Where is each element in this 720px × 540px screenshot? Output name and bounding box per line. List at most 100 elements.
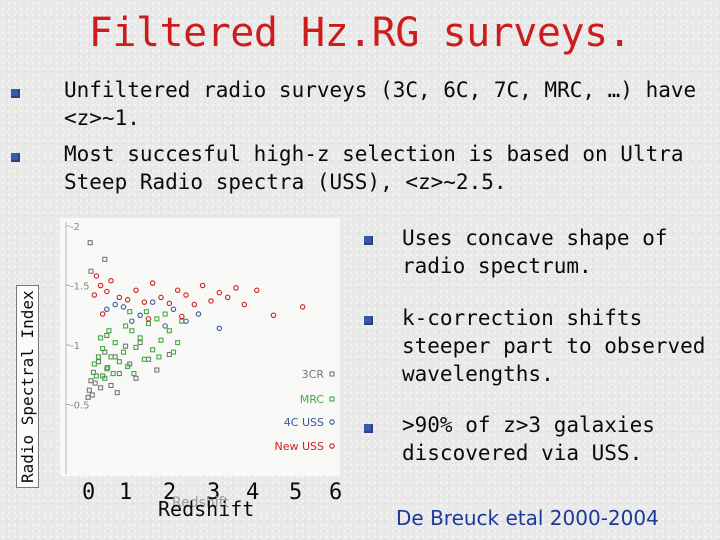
bullet-concave-shape: Uses concave shape of radio spectrum. bbox=[402, 226, 668, 278]
x-axis-label: Redshift bbox=[158, 497, 255, 521]
data-point bbox=[91, 361, 97, 367]
data-point bbox=[114, 390, 120, 396]
data-point bbox=[120, 304, 127, 310]
data-point bbox=[93, 273, 100, 279]
data-point bbox=[110, 371, 116, 377]
data-point bbox=[270, 312, 277, 319]
data-point bbox=[216, 289, 223, 296]
data-point bbox=[131, 371, 137, 377]
bullet-uss-fraction: >90% of z>3 galaxies discovered via USS. bbox=[402, 413, 655, 465]
legend-marker bbox=[329, 371, 335, 377]
data-point bbox=[108, 382, 114, 389]
legend-label: New USS bbox=[274, 440, 324, 453]
data-point bbox=[90, 369, 97, 375]
data-point bbox=[116, 371, 122, 377]
legend-marker bbox=[329, 443, 335, 449]
legend-label: MRC bbox=[300, 393, 325, 406]
data-point bbox=[150, 347, 156, 353]
data-point bbox=[129, 328, 135, 334]
data-point bbox=[175, 340, 181, 346]
data-point bbox=[104, 306, 110, 313]
citation: De Breuck etal 2000-2004 bbox=[396, 506, 659, 530]
data-point bbox=[154, 316, 160, 322]
data-point bbox=[120, 349, 127, 355]
data-point bbox=[98, 335, 104, 341]
bullet-unfiltered-surveys: Unfiltered radio surveys (3C, 6C, 7C, MR… bbox=[64, 78, 697, 130]
data-point bbox=[129, 318, 135, 324]
data-point bbox=[162, 311, 168, 317]
data-point bbox=[104, 288, 110, 295]
data-point bbox=[183, 318, 189, 324]
data-point bbox=[116, 359, 122, 365]
data-point bbox=[99, 311, 106, 317]
data-point bbox=[124, 297, 131, 303]
data-point bbox=[174, 287, 181, 294]
data-point bbox=[158, 337, 164, 343]
data-point bbox=[105, 365, 111, 371]
data-point bbox=[162, 323, 168, 329]
data-point bbox=[95, 354, 102, 360]
y-tick-label: -0.5 bbox=[70, 401, 90, 412]
data-point bbox=[112, 301, 118, 308]
data-point bbox=[91, 292, 98, 298]
data-point bbox=[123, 323, 129, 329]
data-point bbox=[158, 294, 164, 301]
data-point bbox=[133, 375, 139, 381]
data-point bbox=[100, 346, 106, 352]
data-point bbox=[133, 344, 139, 350]
legend-marker bbox=[329, 419, 335, 425]
data-point bbox=[166, 300, 173, 307]
slide-title: Filtered Hz.RG surveys. bbox=[88, 10, 632, 56]
data-point bbox=[233, 285, 239, 291]
data-point bbox=[183, 292, 189, 298]
bullet-marker bbox=[364, 316, 373, 325]
data-point bbox=[104, 332, 110, 339]
bullet-marker bbox=[364, 424, 373, 433]
data-point bbox=[108, 277, 114, 284]
data-point bbox=[191, 301, 198, 308]
data-point bbox=[299, 304, 306, 310]
y-tick-label: -1 bbox=[70, 341, 80, 352]
data-point bbox=[112, 340, 118, 346]
x-tick-label: 1 bbox=[119, 480, 133, 505]
data-point bbox=[195, 311, 202, 317]
data-point bbox=[133, 287, 139, 294]
data-point bbox=[106, 328, 112, 334]
data-point bbox=[170, 306, 177, 313]
data-point bbox=[102, 375, 108, 381]
y-tick-label: -2 bbox=[70, 222, 80, 233]
data-point bbox=[108, 354, 114, 360]
data-point bbox=[123, 343, 129, 349]
legend-marker bbox=[329, 396, 335, 402]
data-point bbox=[216, 325, 223, 332]
data-point bbox=[89, 392, 95, 398]
data-point bbox=[170, 349, 177, 355]
data-point bbox=[154, 367, 160, 373]
legend-label: 3CR bbox=[302, 368, 325, 381]
bullet-uss-selection: Most succesful high-z selection is based… bbox=[64, 142, 684, 194]
x-tick-label: 4 bbox=[246, 480, 260, 505]
data-point bbox=[254, 287, 260, 294]
data-point bbox=[241, 301, 248, 308]
x-tick-label: 6 bbox=[329, 480, 343, 505]
data-point bbox=[137, 312, 143, 319]
legend-label: 4C USS bbox=[284, 416, 324, 429]
data-point bbox=[127, 309, 133, 315]
data-point bbox=[143, 309, 149, 315]
data-point bbox=[137, 340, 143, 346]
data-point bbox=[179, 313, 185, 320]
data-point bbox=[102, 256, 108, 262]
data-point bbox=[98, 385, 104, 391]
x-tick-label: 5 bbox=[289, 480, 303, 505]
data-point bbox=[141, 299, 148, 305]
data-point bbox=[88, 268, 94, 274]
data-point bbox=[145, 321, 152, 327]
data-point bbox=[116, 294, 123, 301]
data-point bbox=[93, 373, 99, 379]
bullet-marker bbox=[11, 89, 20, 98]
data-point bbox=[137, 335, 143, 341]
y-tick-label: -1.5 bbox=[70, 282, 90, 293]
data-point bbox=[97, 282, 104, 289]
bullet-marker bbox=[11, 153, 20, 162]
data-point bbox=[86, 387, 92, 393]
